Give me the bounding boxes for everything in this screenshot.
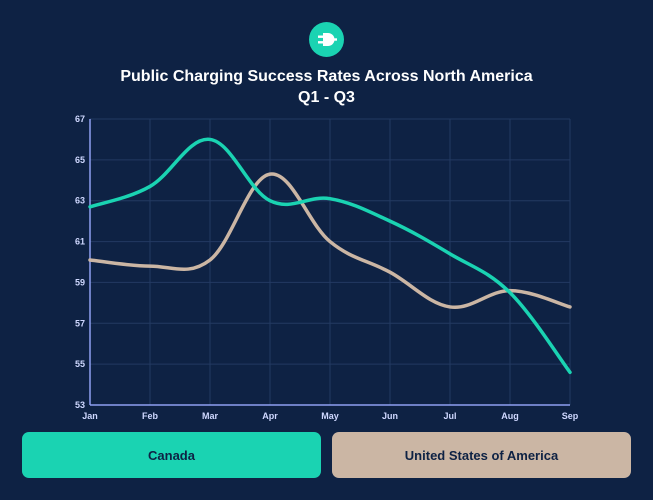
y-tick-label: 61 <box>75 237 85 247</box>
x-tick-label: May <box>321 411 339 421</box>
x-tick-label: Feb <box>142 411 159 421</box>
y-tick-label: 59 <box>75 277 85 287</box>
x-tick-label: Aug <box>501 411 519 421</box>
x-tick-label: Jun <box>382 411 398 421</box>
legend-usa-label: United States of America <box>404 447 559 463</box>
x-tick-label: Jul <box>443 411 456 421</box>
legend-usa-button[interactable]: United States of America <box>332 432 631 478</box>
chart-title: Public Charging Success Rates Across Nor… <box>0 66 653 108</box>
tick-labels: 53 55 57 59 61 63 65 67 Jan Feb Mar Apr May Jun Jul Aug… <box>75 114 579 421</box>
y-tick-label: 65 <box>75 155 85 165</box>
line-chart: 53 55 57 59 61 63 65 67 Jan Feb Mar Apr May Jun Jul Aug… <box>75 114 579 421</box>
y-tick-label: 55 <box>75 359 85 369</box>
y-tick-label: 57 <box>75 318 85 328</box>
chart-title-line1: Public Charging Success Rates Across Nor… <box>120 68 533 85</box>
axes <box>89 119 570 406</box>
legend-canada-button[interactable]: Canada <box>22 432 321 478</box>
chart-subtitle: Q1 - Q3 <box>298 89 355 106</box>
legend-canada-label: Canada <box>148 447 195 463</box>
x-tick-label: Jan <box>82 411 98 421</box>
y-tick-label: 67 <box>75 114 85 124</box>
y-tick-label: 63 <box>75 196 85 206</box>
x-tick-label: Apr <box>262 411 278 421</box>
x-tick-label: Sep <box>562 411 579 421</box>
series-lines <box>88 137 572 375</box>
ev-plug-icon <box>309 22 344 57</box>
grid <box>89 118 571 406</box>
x-tick-label: Mar <box>202 411 219 421</box>
series-line-usa <box>88 172 572 310</box>
series-line-canada <box>88 137 572 375</box>
y-tick-label: 53 <box>75 400 85 410</box>
